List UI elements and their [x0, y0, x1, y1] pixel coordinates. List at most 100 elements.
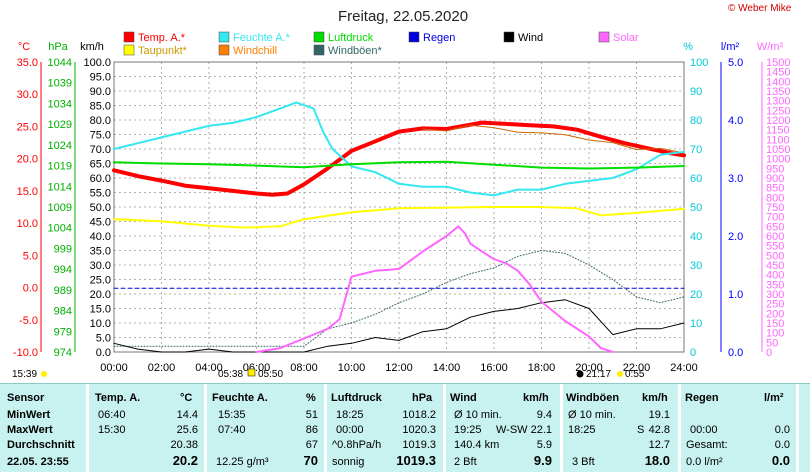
- cell-press-time: 00:00: [336, 424, 364, 436]
- current-temp: 20.2: [172, 453, 198, 468]
- y-tick-label-solar: 1150: [766, 125, 790, 137]
- y-tick-label-solar: 200: [766, 308, 784, 320]
- axis-unit-rain: l/m²: [721, 41, 740, 53]
- y-tick-label-solar: 850: [766, 183, 784, 195]
- legend-swatch: [123, 31, 135, 43]
- hdr-gust: Windböen: [566, 392, 620, 404]
- moon-icon: [576, 370, 584, 378]
- cell-temp-time: 15:30: [98, 424, 126, 436]
- y-tick-label-humidity: 10: [690, 318, 702, 330]
- legend-label: Taupunkt*: [138, 45, 188, 57]
- legend-swatch: [313, 31, 325, 43]
- current-wind-bft: 2 Bft: [454, 456, 477, 468]
- x-tick-label: 08:00: [290, 362, 318, 374]
- x-tick-label: 12:00: [385, 362, 413, 374]
- y-tick-label-solar: 1450: [766, 67, 790, 79]
- y-tick-label-pressure: 989: [54, 285, 72, 297]
- y-tick-label-solar: 900: [766, 173, 784, 185]
- y-tick-label-solar: 1300: [766, 96, 790, 108]
- y-tick-label-temp: 10.0: [17, 218, 38, 230]
- y-tick-label-speed: 15.0: [90, 304, 111, 316]
- hdr-rain-unit: l/m²: [764, 392, 784, 404]
- current-gust-bft: 3 Bft: [572, 456, 595, 468]
- y-tick-label-temp: 0.0: [23, 283, 38, 295]
- cell-hum-time: 07:40: [218, 424, 246, 436]
- legend-label: Temp. A.*: [138, 32, 186, 44]
- y-tick-label-solar: 100: [766, 328, 784, 340]
- series-line: [113, 206, 685, 229]
- y-tick-label-temp: 20.0: [17, 154, 38, 166]
- y-tick-label-speed: 20.0: [90, 289, 111, 301]
- current-rain: 0.0: [771, 453, 790, 468]
- cell-rain-time: 00:00: [690, 424, 718, 436]
- cell-wind-time: Ø 10 min.: [454, 409, 502, 421]
- series-line: [422, 124, 685, 154]
- grid: [113, 61, 685, 353]
- y-tick-label-speed: 100.0: [83, 57, 111, 69]
- y-tick-label-solar: 350: [766, 279, 784, 291]
- x-tick-label: 02:00: [148, 362, 176, 374]
- hdr-wind-unit: km/h: [523, 392, 549, 404]
- series-line: [113, 299, 685, 353]
- axes: 00:00 02:00 04:00 06:00 08:00 10:00 12:00 14:00…: [13, 41, 791, 374]
- y-tick-label-pressure: 1009: [48, 202, 72, 214]
- y-tick-label-solar: 450: [766, 260, 784, 272]
- axis-unit-pressure: hPa: [48, 41, 68, 53]
- current-rain-rate: 0.0 l/m²: [686, 456, 723, 468]
- sun-icon: [41, 371, 47, 377]
- series-line: [113, 101, 685, 197]
- legend-swatch: [123, 44, 135, 56]
- series-line: [113, 160, 685, 170]
- y-tick-label-humidity: 0: [690, 347, 696, 359]
- y-tick-label-solar: 400: [766, 270, 784, 282]
- legend-swatch: [313, 44, 325, 56]
- y-tick-label-speed: 55.0: [90, 188, 111, 200]
- legend-swatch: [598, 31, 610, 43]
- cell-hum-value: 51: [305, 409, 318, 421]
- y-tick-label-speed: 25.0: [90, 275, 111, 287]
- cell-gust-value: 42.8: [648, 424, 670, 436]
- cell-press-value: 1018.2: [402, 409, 436, 421]
- y-tick-label-pressure: 999: [54, 243, 72, 255]
- sunset-label: 05:50: [258, 369, 283, 380]
- y-tick-label-humidity: 70: [690, 144, 702, 156]
- y-tick-label-pressure: 1019: [48, 161, 72, 173]
- y-tick-label-solar: 250: [766, 299, 784, 311]
- x-tick-label: 22:00: [623, 362, 651, 374]
- legend-label: Windchill: [233, 45, 277, 57]
- y-tick-label-humidity: 40: [690, 231, 702, 243]
- legend-label: Wind: [518, 32, 543, 44]
- cell-rain-total-label: Gesamt:: [686, 439, 728, 451]
- x-tick-label: 16:00: [480, 362, 508, 374]
- y-tick-label-humidity: 60: [690, 173, 702, 185]
- y-tick-label-rain: 5.0: [728, 57, 743, 69]
- sunrise-label: 05:38: [218, 369, 243, 380]
- x-tick-label: 24:00: [670, 362, 698, 374]
- cell-temp-time: 06:40: [98, 409, 126, 421]
- y-tick-label-temp: -5.0: [19, 315, 38, 327]
- legend-label: Regen: [423, 32, 455, 44]
- y-tick-label-speed: 60.0: [90, 173, 111, 185]
- y-tick-label-solar: 800: [766, 192, 784, 204]
- y-tick-label-speed: 70.0: [90, 144, 111, 156]
- moonset-icon: [617, 371, 623, 377]
- y-tick-label-humidity: 80: [690, 115, 702, 127]
- y-tick-label-solar: 500: [766, 250, 784, 262]
- y-tick-label-solar: 750: [766, 202, 784, 214]
- series-layer: [112, 101, 686, 353]
- y-tick-label-speed: 10.0: [90, 318, 111, 330]
- hdr-sensor: Sensor: [7, 392, 45, 404]
- y-tick-label-speed: 45.0: [90, 217, 111, 229]
- y-tick-label-solar: 1000: [766, 154, 790, 166]
- time-marks: 15:39 05:38 05:50 21:17 0:55: [12, 368, 645, 380]
- hdr-press: Luftdruck: [331, 392, 382, 404]
- y-tick-label-solar: 600: [766, 231, 784, 243]
- cell-temp-value: 25.6: [176, 424, 198, 436]
- axis-unit-humidity: %: [683, 41, 693, 53]
- y-tick-label-speed: 40.0: [90, 231, 111, 243]
- y-tick-label-temp: 35.0: [17, 57, 38, 69]
- cell-hum-time: 15:35: [218, 409, 246, 421]
- cell-press-value: 1019.3: [402, 439, 436, 451]
- y-tick-label-pressure: 1004: [48, 223, 72, 235]
- y-tick-label-speed: 5.0: [96, 333, 111, 345]
